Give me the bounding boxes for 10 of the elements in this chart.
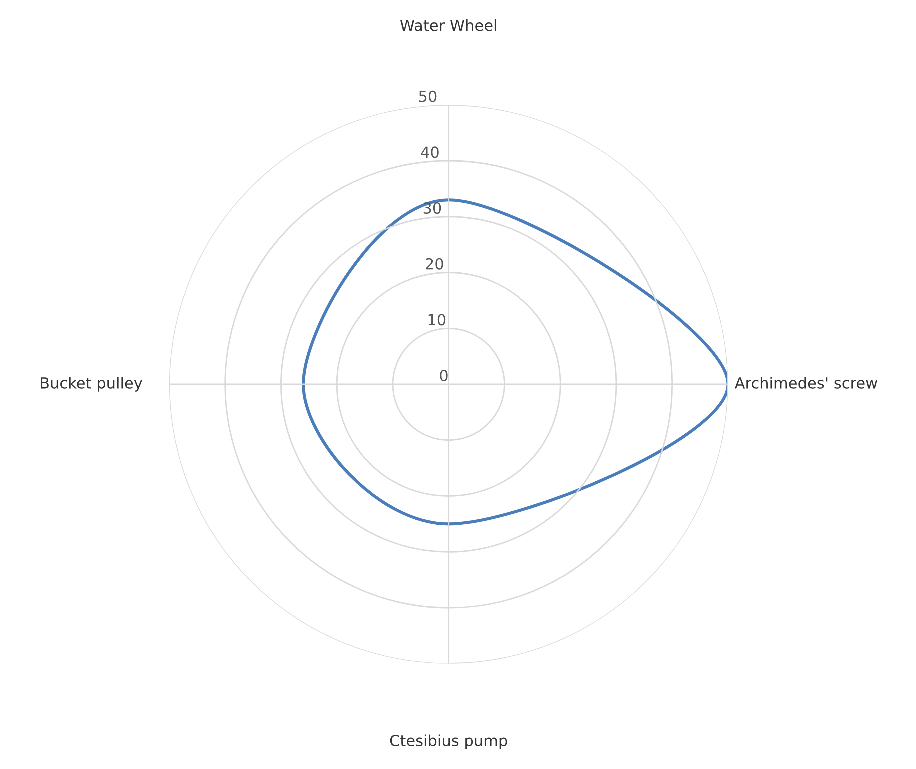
y-tick-label: 20 xyxy=(426,258,444,270)
spoke-label: Archimedes' screw xyxy=(734,377,878,389)
y-tick-label: 50 xyxy=(419,90,437,102)
y-tick-label: 40 xyxy=(421,146,439,158)
spoke-label: Bucket pulley xyxy=(41,377,142,392)
y-tick-label: 30 xyxy=(424,202,442,214)
y-tick-label: 10 xyxy=(428,314,446,326)
spoke-label: Ctesibius pump xyxy=(390,734,508,750)
y-tick-label: 0 xyxy=(440,370,448,382)
spoke-label: Water Wheel xyxy=(400,20,496,32)
